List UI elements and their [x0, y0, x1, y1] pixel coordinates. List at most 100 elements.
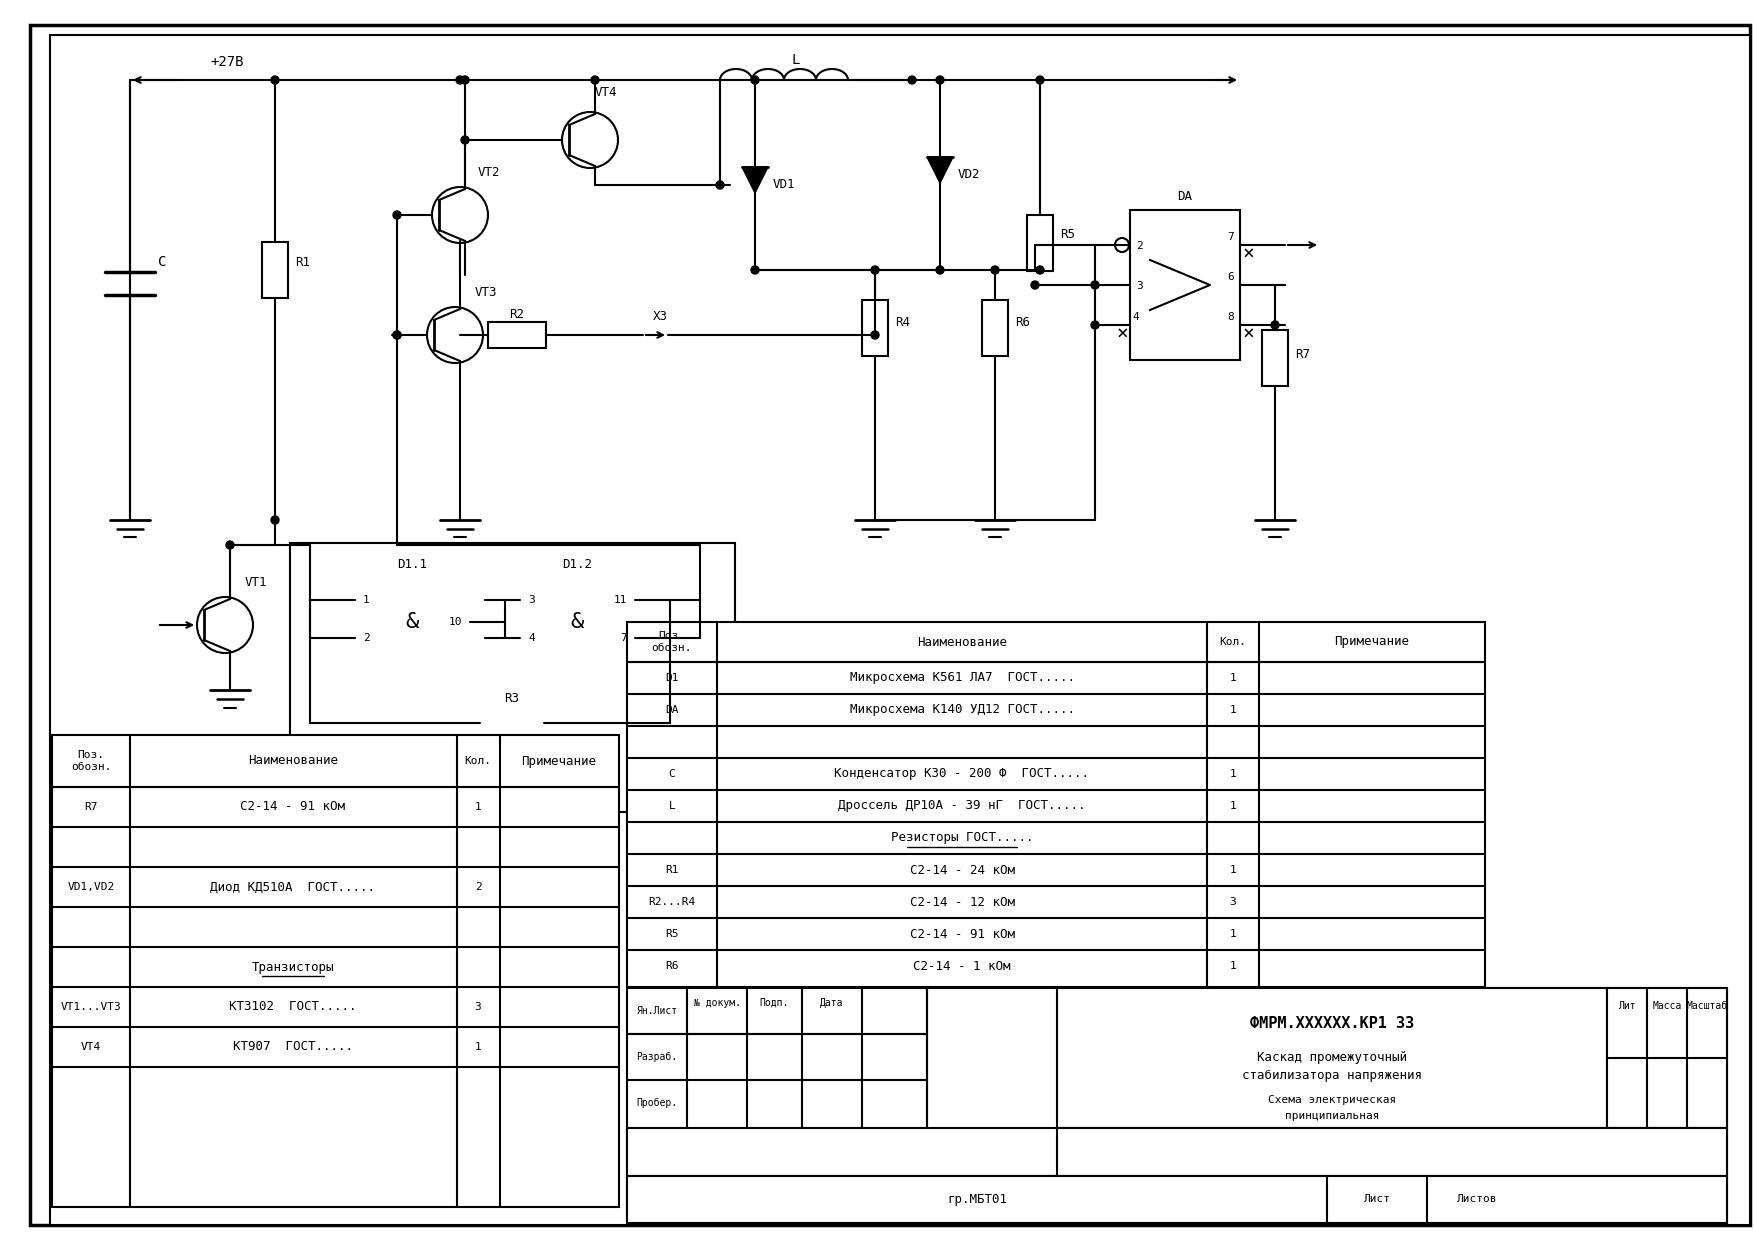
- Text: R1: R1: [665, 866, 679, 875]
- Bar: [1058, 988, 1607, 1128]
- Text: 2: 2: [475, 882, 481, 892]
- Bar: [626, 988, 1728, 1223]
- Circle shape: [591, 76, 600, 84]
- Text: Транзисторы: Транзисторы: [253, 961, 335, 973]
- Text: Каскад промежуточный: Каскад промежуточный: [1258, 1052, 1407, 1064]
- Text: D1: D1: [665, 673, 679, 683]
- Bar: [261, 242, 288, 298]
- Circle shape: [456, 76, 465, 84]
- Text: принципиальная: принципиальная: [1284, 1111, 1379, 1121]
- Text: КТ907  ГОСТ.....: КТ907 ГОСТ.....: [233, 1040, 353, 1054]
- Text: &: &: [405, 613, 419, 632]
- Text: R5: R5: [665, 929, 679, 939]
- Text: L: L: [668, 801, 675, 811]
- Circle shape: [909, 76, 916, 84]
- Bar: [488, 322, 545, 348]
- Circle shape: [431, 187, 488, 243]
- Text: № докум.: № докум.: [693, 998, 740, 1008]
- Polygon shape: [928, 157, 952, 184]
- Text: стабилизатора напряжения: стабилизатора напряжения: [1242, 1069, 1422, 1083]
- Text: 1: 1: [1230, 801, 1237, 811]
- Text: DA: DA: [1177, 190, 1193, 202]
- Text: VT3: VT3: [475, 286, 498, 300]
- Circle shape: [716, 181, 724, 188]
- Circle shape: [1037, 267, 1044, 274]
- Text: 11: 11: [614, 595, 626, 605]
- Circle shape: [1091, 321, 1100, 329]
- Circle shape: [461, 76, 468, 84]
- Text: Конденсатор К30 - 200 Ф  ГОСТ.....: Конденсатор К30 - 200 Ф ГОСТ.....: [835, 768, 1089, 780]
- Circle shape: [426, 308, 482, 363]
- Text: 3: 3: [475, 1002, 481, 1012]
- Text: 7: 7: [1228, 232, 1235, 242]
- Text: 8: 8: [1228, 312, 1235, 322]
- Text: 1: 1: [1230, 929, 1237, 939]
- Text: 1: 1: [1230, 673, 1237, 683]
- Text: 7: 7: [621, 632, 626, 644]
- Circle shape: [272, 516, 279, 525]
- Text: Лит: Лит: [1619, 1001, 1636, 1011]
- Circle shape: [937, 76, 944, 84]
- Text: R1: R1: [295, 255, 310, 269]
- Text: Поз.
обозн.: Поз. обозн.: [652, 631, 693, 652]
- Text: 3: 3: [528, 595, 535, 605]
- Text: Наименование: Наименование: [247, 754, 339, 768]
- Text: С2-14 - 91 кОм: С2-14 - 91 кОм: [910, 928, 1014, 940]
- Circle shape: [872, 267, 879, 274]
- Bar: [354, 578, 470, 666]
- Text: D1.1: D1.1: [396, 558, 426, 570]
- Text: Пробер.: Пробер.: [637, 1097, 677, 1109]
- Bar: [626, 1176, 1728, 1223]
- Text: Микросхема К140 УД12 ГОСТ.....: Микросхема К140 УД12 ГОСТ.....: [849, 703, 1075, 717]
- Text: VD1,VD2: VD1,VD2: [67, 882, 114, 892]
- Circle shape: [1091, 281, 1100, 289]
- Text: DA: DA: [665, 706, 679, 715]
- Text: 1: 1: [475, 1042, 481, 1052]
- Text: 1: 1: [363, 595, 370, 605]
- Text: VT1: VT1: [246, 577, 268, 589]
- Text: Диод КД510А  ГОСТ.....: Диод КД510А ГОСТ.....: [210, 880, 375, 894]
- Circle shape: [561, 112, 617, 167]
- Text: 1: 1: [1230, 769, 1237, 779]
- Text: гр.МБТ01: гр.МБТ01: [947, 1193, 1007, 1205]
- Text: Микросхема К561 ЛА7  ГОСТ.....: Микросхема К561 ЛА7 ГОСТ.....: [849, 672, 1075, 684]
- Text: VT2: VT2: [479, 166, 500, 180]
- Text: Дата: Дата: [821, 998, 844, 1008]
- Text: С2-14 - 1 кОм: С2-14 - 1 кОм: [914, 960, 1010, 972]
- Text: ×: ×: [1116, 324, 1128, 342]
- Text: R2...R4: R2...R4: [649, 897, 696, 906]
- Text: D1.2: D1.2: [561, 558, 593, 570]
- Circle shape: [1116, 238, 1130, 252]
- Circle shape: [393, 331, 402, 339]
- Bar: [519, 578, 635, 666]
- Text: С2-14 - 24 кОм: С2-14 - 24 кОм: [910, 863, 1014, 877]
- Text: Х3: Х3: [652, 310, 668, 324]
- Text: Ян.Лист: Ян.Лист: [637, 1006, 677, 1016]
- Circle shape: [502, 596, 509, 604]
- Text: Наименование: Наименование: [917, 635, 1007, 649]
- Text: ×: ×: [1242, 324, 1254, 342]
- Circle shape: [502, 618, 509, 626]
- Text: VT1...VT3: VT1...VT3: [61, 1002, 121, 1012]
- Text: 1: 1: [1230, 706, 1237, 715]
- Text: 2: 2: [1137, 241, 1144, 250]
- Text: 3: 3: [1137, 281, 1144, 291]
- Text: R4: R4: [895, 315, 910, 329]
- Text: R7: R7: [1294, 348, 1310, 362]
- Text: 4: 4: [1131, 312, 1138, 322]
- Circle shape: [1031, 281, 1038, 289]
- Text: VT4: VT4: [595, 86, 617, 98]
- Circle shape: [872, 331, 879, 339]
- Text: Масса: Масса: [1652, 1001, 1682, 1011]
- Polygon shape: [742, 167, 768, 193]
- Text: 4: 4: [528, 632, 535, 644]
- Text: 1: 1: [1230, 866, 1237, 875]
- Text: R7: R7: [84, 802, 98, 812]
- Bar: [1261, 330, 1287, 386]
- Text: VD2: VD2: [958, 169, 980, 181]
- Text: 2: 2: [363, 632, 370, 644]
- Text: R2: R2: [509, 309, 524, 321]
- Text: Разраб.: Разраб.: [637, 1052, 677, 1061]
- Text: Кол.: Кол.: [465, 756, 491, 766]
- Circle shape: [937, 267, 944, 274]
